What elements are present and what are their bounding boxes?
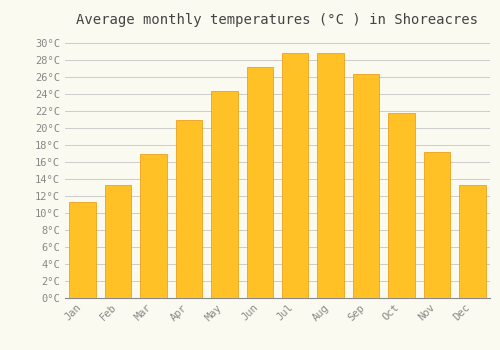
Bar: [424, 152, 450, 298]
Bar: [388, 113, 414, 297]
Bar: [353, 74, 380, 298]
Bar: [105, 185, 132, 298]
Bar: [140, 154, 167, 298]
Bar: [318, 53, 344, 298]
Bar: [70, 202, 96, 298]
Bar: [211, 91, 238, 298]
Bar: [246, 67, 273, 298]
Bar: [282, 53, 308, 298]
Bar: [176, 120, 202, 298]
Title: Average monthly temperatures (°C ) in Shoreacres: Average monthly temperatures (°C ) in Sh…: [76, 13, 478, 27]
Bar: [459, 185, 485, 298]
